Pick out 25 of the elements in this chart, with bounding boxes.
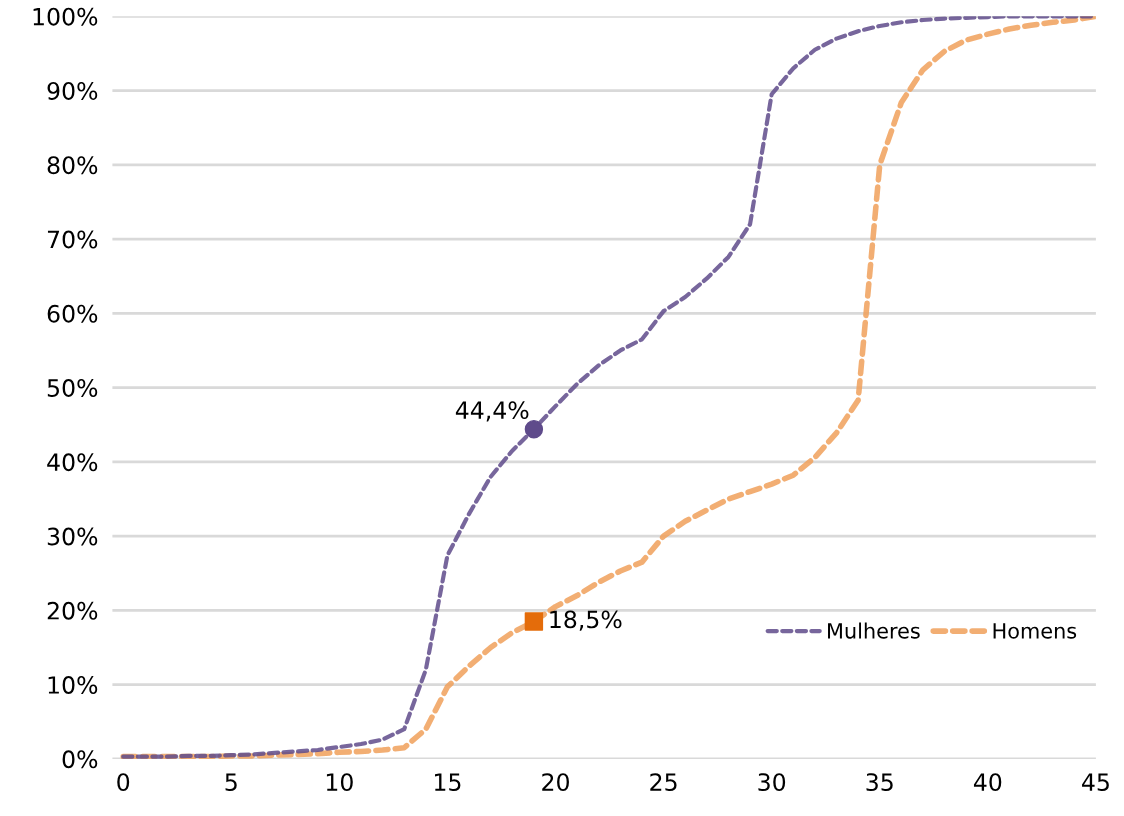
y-tick-label: 10% [48, 676, 98, 694]
x-tick-label: 30 [758, 773, 786, 792]
x-tick-label: 45 [1082, 773, 1109, 792]
x-tick-label: 10 [326, 773, 353, 792]
y-tick-label: 0% [62, 750, 98, 769]
data-label: 18,5% [550, 610, 622, 631]
y-tick-label: 20% [47, 601, 98, 620]
legend-label: Mulheres [828, 622, 920, 639]
y-tick-label: 30% [47, 527, 98, 546]
data-label: 44,4% [455, 401, 529, 422]
y-tick-label: 70% [47, 230, 98, 249]
y-tick-label: 60% [47, 304, 98, 323]
x-tick-label: 5 [225, 773, 237, 792]
x-tick-label: 15 [435, 773, 461, 792]
y-tick-label: 100% [33, 7, 98, 26]
x-tick-label: 40 [973, 773, 1002, 792]
x-tick-label: 20 [542, 773, 569, 792]
y-tick-label: 90% [47, 82, 98, 100]
x-tick-label: 0 [117, 773, 130, 792]
x-tick-label: 35 [866, 773, 893, 792]
y-tick-label: 50% [47, 379, 98, 397]
legend-label: Homens [993, 623, 1077, 639]
x-tick-label: 25 [650, 773, 677, 792]
y-tick-label: 80% [47, 156, 98, 175]
y-tick-label: 40% [47, 453, 98, 472]
